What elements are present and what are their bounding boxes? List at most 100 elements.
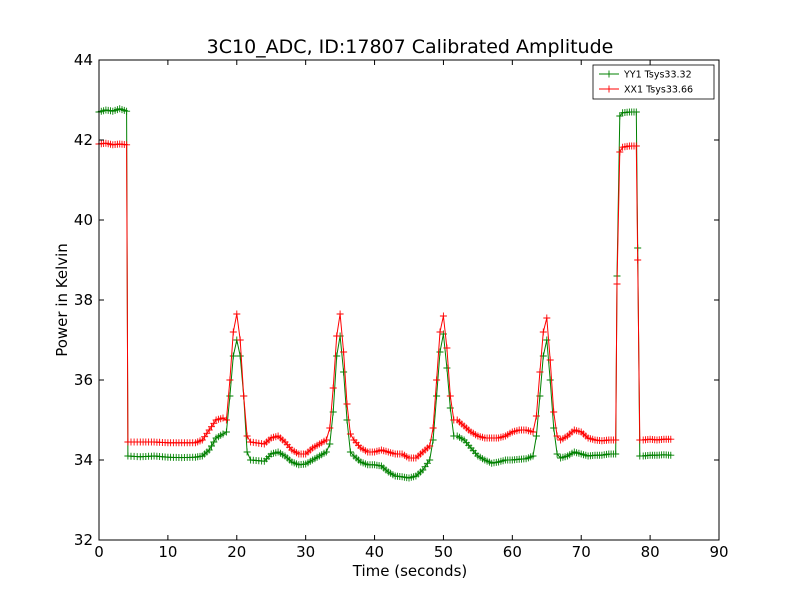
data-point xyxy=(236,336,244,344)
x-tick-label: 60 xyxy=(503,543,522,561)
x-tick-label: 50 xyxy=(434,543,453,561)
data-point xyxy=(532,432,540,440)
data-point xyxy=(222,428,230,436)
y-tick-label: 44 xyxy=(74,51,93,69)
data-point xyxy=(632,108,640,116)
data-point xyxy=(443,344,451,352)
data-point xyxy=(243,432,251,440)
data-point xyxy=(208,442,215,450)
x-tick-label: 10 xyxy=(158,543,177,561)
data-point xyxy=(229,352,237,360)
y-tick-label: 38 xyxy=(74,291,93,309)
data-point xyxy=(343,400,351,408)
data-point xyxy=(343,416,351,424)
x-axis-label: Time (seconds) xyxy=(352,562,468,580)
data-point xyxy=(546,376,554,384)
data-point xyxy=(532,412,540,420)
data-point xyxy=(536,368,544,376)
series-markers xyxy=(95,139,675,462)
data-point xyxy=(667,451,675,459)
data-point xyxy=(222,416,230,424)
data-point xyxy=(632,142,640,150)
data-point xyxy=(333,332,341,340)
data-point xyxy=(326,440,334,448)
data-point xyxy=(210,438,218,446)
data-point xyxy=(612,436,620,444)
x-tick-label: 20 xyxy=(227,543,246,561)
data-point xyxy=(226,392,234,400)
data-point xyxy=(243,448,251,456)
y-tick-label: 32 xyxy=(74,531,93,549)
y-tick-label: 40 xyxy=(74,211,93,229)
data-point xyxy=(429,424,437,432)
data-point xyxy=(553,432,561,440)
legend-box xyxy=(592,64,715,100)
legend-entry: XX1 Tsys33.66 xyxy=(599,85,693,96)
data-point xyxy=(436,348,444,356)
legend-marker xyxy=(605,85,613,93)
data-point xyxy=(553,450,561,458)
series-1 xyxy=(95,105,675,482)
data-point xyxy=(550,408,558,416)
data-point xyxy=(123,107,131,115)
data-point xyxy=(346,448,354,456)
data-point xyxy=(634,256,642,264)
data-point xyxy=(613,280,621,288)
data-point xyxy=(543,336,551,344)
data-point xyxy=(226,376,234,384)
data-point xyxy=(205,446,213,454)
data-point xyxy=(322,436,330,444)
x-tick-label: 40 xyxy=(365,543,384,561)
data-point xyxy=(546,356,554,364)
data-point xyxy=(433,392,441,400)
data-point xyxy=(336,310,344,318)
series-markers xyxy=(95,105,675,482)
data-point xyxy=(439,312,447,320)
series-line xyxy=(98,142,671,459)
series-layer xyxy=(95,105,675,482)
data-point xyxy=(436,328,444,336)
data-point xyxy=(240,392,248,400)
series-2 xyxy=(95,139,675,462)
data-point xyxy=(443,364,451,372)
data-point xyxy=(433,376,441,384)
data-point xyxy=(426,442,434,450)
y-tick-label: 36 xyxy=(74,371,93,389)
plot-frame xyxy=(98,59,720,541)
data-point xyxy=(543,314,551,322)
data-point xyxy=(233,310,241,318)
x-tick-label: 30 xyxy=(296,543,315,561)
data-point xyxy=(229,328,237,336)
legend-marker xyxy=(605,70,613,78)
data-point xyxy=(426,456,434,464)
data-point xyxy=(446,404,454,412)
data-point xyxy=(529,428,537,436)
series-line xyxy=(98,108,671,479)
legend-entry: YY1 Tsys33.32 xyxy=(599,70,692,81)
data-point xyxy=(326,424,334,432)
data-point xyxy=(612,450,620,458)
data-point xyxy=(123,141,131,149)
y-tick-label: 34 xyxy=(74,451,93,469)
ticks-layer: 0 10 20 30 40 50 60 70 80 90 32 34 36 38 40 42 44 xyxy=(74,51,729,561)
y-tick-label: 42 xyxy=(74,131,93,149)
data-point xyxy=(322,448,330,456)
y-axis-label: Power in Kelvin xyxy=(53,243,71,357)
data-point xyxy=(236,352,244,360)
data-point xyxy=(616,112,624,120)
data-point xyxy=(346,430,354,438)
data-point xyxy=(446,392,454,400)
data-point xyxy=(340,368,348,376)
x-tick-label: 0 xyxy=(94,543,104,561)
x-tick-label: 70 xyxy=(572,543,591,561)
data-point xyxy=(539,328,547,336)
legend-label: YY1 Tsys33.32 xyxy=(623,70,692,81)
data-point xyxy=(340,348,348,356)
data-point xyxy=(616,148,624,156)
data-point xyxy=(529,452,537,460)
data-point xyxy=(333,352,341,360)
x-tick-label: 80 xyxy=(641,543,660,561)
legend: YY1 Tsys33.32 XX1 Tsys33.66 xyxy=(592,64,715,100)
data-point xyxy=(667,435,675,443)
